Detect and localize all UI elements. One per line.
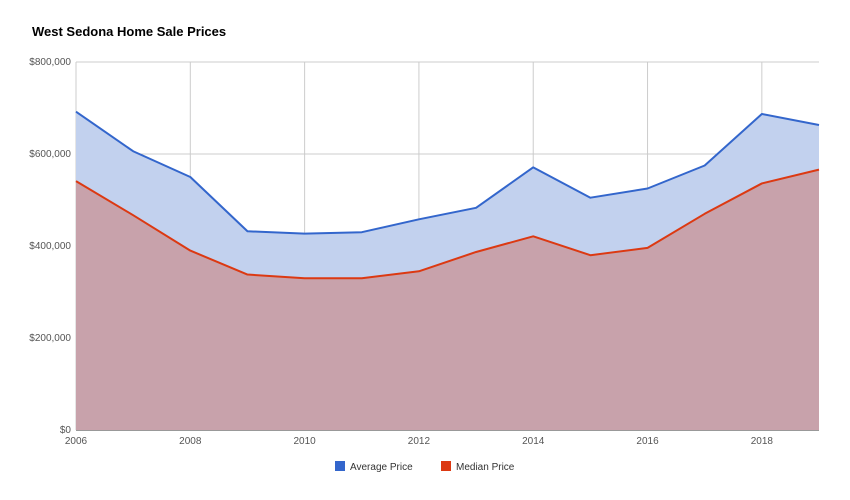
chart-title: West Sedona Home Sale Prices bbox=[32, 24, 227, 39]
legend[interactable]: Average Price Median Price bbox=[335, 461, 515, 473]
line-average-price bbox=[75, 110, 820, 235]
x-tick-label: 2018 bbox=[751, 436, 774, 447]
axes: $0 $200,000 $400,000 $600,000 $800,000 2006 20… bbox=[29, 57, 773, 447]
y-tick-label: $800,000 bbox=[29, 57, 71, 68]
x-tick-label: 2006 bbox=[65, 436, 88, 447]
x-tick-label: 2010 bbox=[293, 436, 316, 447]
legend-swatch bbox=[335, 461, 345, 471]
y-tick-label: $400,000 bbox=[29, 241, 71, 252]
line-median-price bbox=[75, 168, 820, 280]
x-tick-label: 2012 bbox=[408, 436, 431, 447]
legend-item-median-price[interactable]: Median Price bbox=[441, 461, 515, 473]
series-areas bbox=[76, 111, 819, 431]
y-tick-label: $600,000 bbox=[29, 149, 71, 160]
legend-swatch bbox=[441, 461, 451, 471]
x-tick-label: 2016 bbox=[636, 436, 659, 447]
y-tick-label: $200,000 bbox=[29, 333, 71, 344]
series-lines bbox=[75, 110, 820, 280]
legend-label: Average Price bbox=[350, 462, 413, 473]
x-tick-label: 2014 bbox=[522, 436, 545, 447]
y-tick-label: $0 bbox=[60, 425, 72, 436]
legend-item-average-price[interactable]: Average Price bbox=[335, 461, 413, 473]
legend-label: Median Price bbox=[456, 462, 515, 473]
area-median-price bbox=[76, 169, 819, 430]
x-tick-label: 2008 bbox=[179, 436, 202, 447]
